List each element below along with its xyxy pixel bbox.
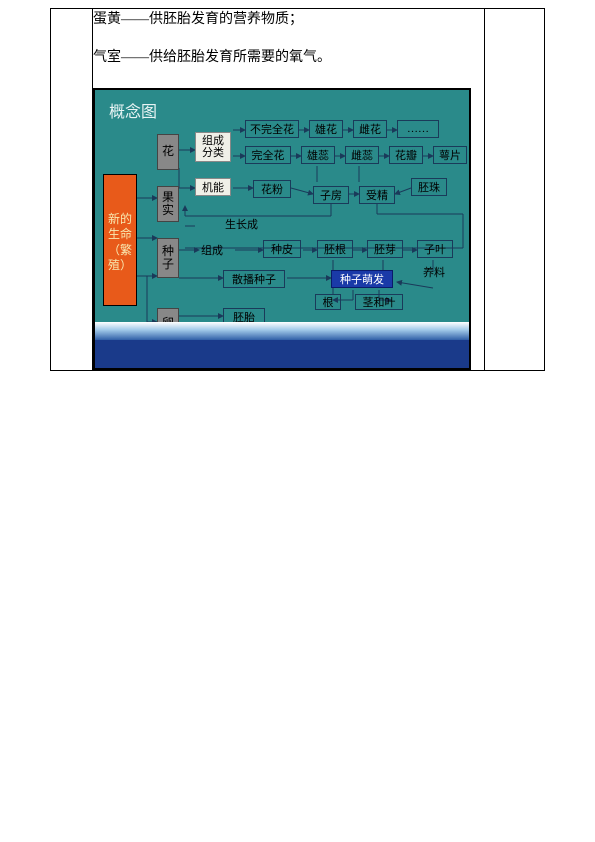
- box-male-flower: 雄花: [309, 120, 343, 138]
- right-empty-cell: [485, 9, 545, 371]
- grey-seed: 种子: [157, 238, 179, 278]
- white-jineng: 机能: [195, 178, 231, 196]
- wave-strip: [95, 322, 469, 342]
- box-petal: 花瓣: [389, 146, 423, 164]
- box-fertilize: 受精: [359, 186, 395, 204]
- diagram-title: 概念图: [109, 98, 157, 122]
- grey-flower: 花: [157, 134, 179, 170]
- main-cell: 蛋黄——供胚胎发育的营养物质； 气室——供给胚胎发育所需要的氧气。 概念图: [93, 9, 485, 371]
- ocean-strip: [95, 340, 469, 368]
- box-seedcoat: 种皮: [263, 240, 301, 258]
- label-zucheng: 组成: [201, 242, 223, 258]
- box-disperse: 散播种子: [223, 270, 285, 288]
- box-stem-leaf: 茎和叶: [355, 294, 403, 310]
- box-radicle: 胚根: [317, 240, 353, 258]
- text-line-1: 蛋黄——供胚胎发育的营养物质；: [93, 9, 484, 31]
- box-plumule: 胚芽: [367, 240, 403, 258]
- box-pollen: 花粉: [253, 180, 291, 198]
- box-complete-flower: 完全花: [245, 146, 291, 164]
- box-pistil: 雌蕊: [345, 146, 379, 164]
- box-root: 根: [315, 294, 341, 310]
- box-germinate: 种子萌发: [331, 270, 393, 288]
- box-stamen: 雄蕊: [301, 146, 335, 164]
- box-female-flower: 雌花: [353, 120, 387, 138]
- text-line-2: 气室——供给胚胎发育所需要的氧气。: [93, 47, 484, 69]
- concept-diagram: 概念图: [93, 88, 471, 370]
- box-sepal: 萼片: [433, 146, 467, 164]
- outer-table: 蛋黄——供胚胎发育的营养物质； 气室——供给胚胎发育所需要的氧气。 概念图: [50, 8, 545, 371]
- orange-life-block: 新的生命（繁殖）: [103, 174, 137, 306]
- label-grow: 生长成: [225, 216, 258, 232]
- label-yangliao: 养料: [423, 268, 443, 279]
- grey-fruit: 果实: [157, 186, 179, 222]
- orange-label: 新的生命（繁殖）: [104, 212, 136, 274]
- box-cotyledon: 子叶: [417, 240, 453, 258]
- box-ovule: 胚珠: [411, 178, 447, 196]
- box-incomplete-flower: 不完全花: [245, 120, 299, 138]
- white-zucheng-fenlei: 组成 分类: [195, 132, 231, 162]
- box-dots: ……: [397, 120, 439, 138]
- left-empty-cell: [51, 9, 93, 371]
- box-ovary: 子房: [313, 186, 349, 204]
